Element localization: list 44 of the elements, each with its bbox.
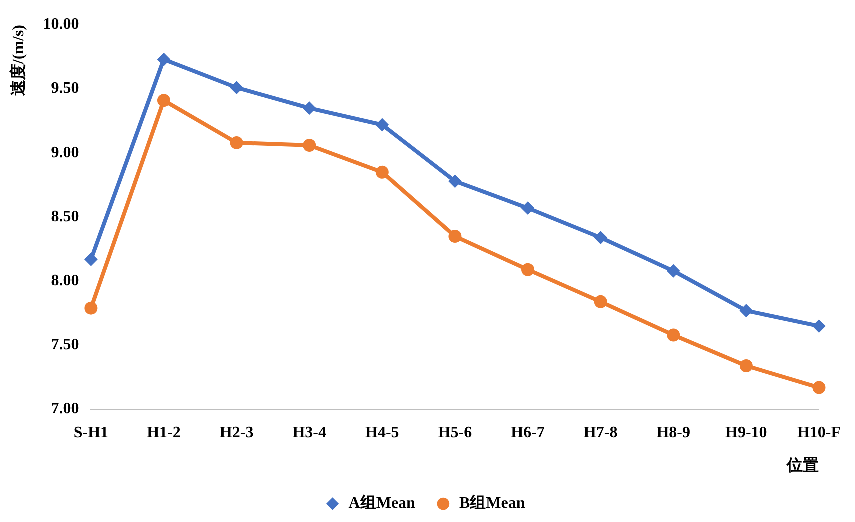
y-tick-label: 9.50: [51, 80, 80, 98]
point: [84, 253, 98, 266]
point: [812, 320, 826, 333]
x-tick-label: H2-3: [220, 424, 254, 442]
y-tick-label: 8.50: [51, 208, 80, 226]
y-tick-label: 7.00: [51, 400, 80, 418]
x-tick-label: H1-2: [147, 424, 181, 442]
point: [667, 264, 680, 278]
x-tick-label: H8-9: [656, 424, 691, 442]
y-axis-title: 速度/(m/s): [8, 25, 28, 96]
point: [158, 94, 171, 108]
legend-label: B组Mean: [459, 494, 526, 512]
x-tick-label: H7-8: [584, 424, 618, 442]
point: [522, 263, 535, 276]
point: [594, 231, 608, 244]
point: [448, 174, 462, 188]
point: [376, 118, 389, 132]
point: [594, 295, 608, 308]
point: [740, 360, 753, 373]
y-tick-label: 7.50: [51, 336, 80, 354]
point: [84, 302, 98, 315]
point: [740, 304, 753, 318]
point: [376, 166, 389, 179]
point: [230, 81, 244, 94]
x-tick-label: H10-F: [797, 424, 842, 442]
y-tick-label: 8.00: [51, 272, 80, 290]
x-tick-label: H9-10: [726, 424, 768, 442]
x-tick-label: H4-5: [366, 424, 400, 442]
x-axis-title: 位置: [786, 456, 820, 475]
y-tick-label: 9.00: [51, 144, 80, 162]
point: [303, 139, 316, 152]
x-tick-label: H3-4: [292, 424, 326, 442]
point: [230, 136, 244, 150]
point: [448, 230, 462, 244]
y-tick-label: 10.00: [43, 16, 80, 34]
point: [303, 102, 316, 115]
x-tick-label: H6-7: [511, 424, 545, 442]
x-tick-label: H5-6: [438, 424, 472, 442]
point: [667, 328, 680, 342]
x-tick-label: S-H1: [74, 424, 109, 442]
point: [812, 381, 826, 394]
point: [158, 53, 171, 66]
point: [522, 202, 535, 215]
legend-label: A组Mean: [348, 494, 416, 512]
